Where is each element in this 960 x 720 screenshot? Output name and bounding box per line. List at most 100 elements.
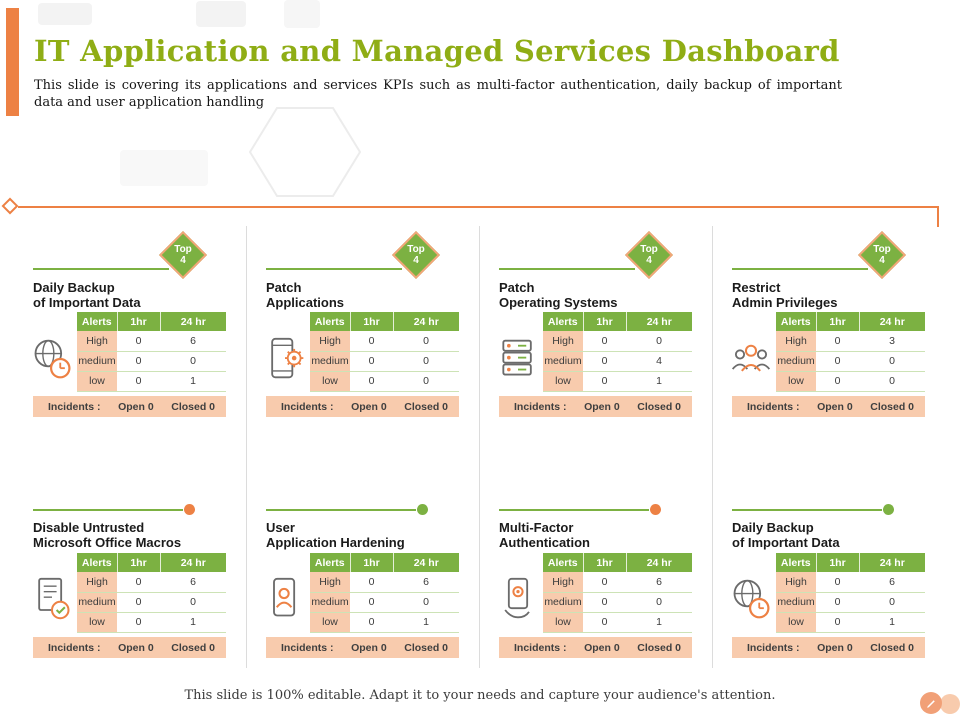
panel-title: Restrict Admin Privileges — [732, 280, 837, 310]
table-row: medium 0 0 — [543, 592, 692, 613]
kpi-value: 6 — [859, 572, 925, 593]
panel-accent-line — [33, 509, 183, 511]
watermark-shape — [120, 150, 208, 186]
table-header-row: Alerts 1hr 24 hr — [543, 312, 692, 331]
incidents-label: Incidents : — [48, 400, 101, 413]
panel-title-line1: Disable Untrusted — [33, 520, 145, 535]
kpi-value: 1 — [626, 371, 692, 392]
table-row: High 0 6 — [77, 331, 226, 352]
incidents-label: Incidents : — [747, 641, 800, 654]
table-header-row: Alerts 1hr 24 hr — [543, 553, 692, 572]
col-header-24hr: 24 hr — [159, 312, 226, 331]
kpi-value: 0 — [859, 371, 925, 392]
admin-group-icon — [729, 334, 773, 389]
connector-line-vertical — [937, 206, 939, 227]
col-header-1hr: 1hr — [349, 312, 393, 331]
incidents-closed: Closed 0 — [171, 641, 215, 654]
col-header-alerts: Alerts — [776, 553, 816, 572]
kpi-value: 0 — [350, 592, 393, 613]
kpi-value: 0 — [816, 331, 859, 352]
kpi-value: 0 — [816, 572, 859, 593]
kpi-value: 0 — [350, 371, 393, 392]
panel-restrict-admin-privileges: Top 4 Restrict Admin Privileges Alerts — [713, 226, 946, 465]
kpi-value: 0 — [816, 371, 859, 392]
edit-icon — [920, 692, 942, 714]
panel-disable-macros: Disable Untrusted Microsoft Office Macro… — [14, 465, 247, 668]
kpi-value: 6 — [160, 331, 226, 352]
incidents-bar: Incidents : Open 0 Closed 0 — [33, 637, 226, 658]
table-row: medium 0 0 — [77, 351, 226, 372]
incidents-closed: Closed 0 — [404, 641, 448, 654]
watermark-shape — [196, 1, 246, 27]
row-label: low — [776, 371, 816, 392]
table-row: low 0 1 — [776, 612, 925, 633]
row-label: High — [543, 572, 583, 593]
kpi-table: Alerts 1hr 24 hr High 0 0 medium 0 4 low… — [543, 312, 692, 392]
col-header-1hr: 1hr — [349, 553, 393, 572]
kpi-value: 0 — [816, 351, 859, 372]
slide-subtitle: This slide is covering its applications … — [34, 78, 842, 110]
kpi-value: 0 — [583, 592, 626, 613]
orange-dot-marker — [184, 504, 195, 515]
kpi-value: 0 — [393, 331, 459, 352]
top4-badge: Top 4 — [624, 230, 674, 280]
panel-daily-backup-2: Daily Backup of Important Data Alerts 1h… — [713, 465, 946, 668]
badge-top-label: Top — [174, 244, 192, 255]
table-row: medium 0 0 — [310, 592, 459, 613]
incidents-closed: Closed 0 — [171, 400, 215, 413]
table-header-row: Alerts 1hr 24 hr — [776, 312, 925, 331]
incidents-bar: Incidents : Open 0 Closed 0 — [499, 637, 692, 658]
panel-patch-operating-systems: Top 4 Patch Operating Systems — [480, 226, 713, 465]
kpi-value: 0 — [117, 592, 160, 613]
table-header-row: Alerts 1hr 24 hr — [310, 553, 459, 572]
row-label: medium — [543, 351, 583, 372]
table-row: medium 0 0 — [77, 592, 226, 613]
table-row: High 0 6 — [543, 572, 692, 593]
kpi-value: 0 — [393, 592, 459, 613]
incidents-open: Open 0 — [817, 641, 853, 654]
panel-title: Patch Operating Systems — [499, 280, 618, 310]
panel-title: Patch Applications — [266, 280, 344, 310]
watermark-hexagon — [248, 107, 362, 197]
col-header-1hr: 1hr — [116, 312, 160, 331]
kpi-table: Alerts 1hr 24 hr High 0 3 medium 0 0 low… — [776, 312, 925, 392]
kpi-value: 1 — [859, 612, 925, 633]
incidents-open: Open 0 — [351, 641, 387, 654]
incidents-label: Incidents : — [48, 641, 101, 654]
row-label: High — [310, 572, 350, 593]
kpi-value: 0 — [583, 572, 626, 593]
top4-badge: Top 4 — [158, 230, 208, 280]
panel-title-line1: Patch — [499, 280, 535, 295]
panel-patch-applications: Top 4 Patch Applications — [247, 226, 480, 465]
kpi-value: 0 — [350, 612, 393, 633]
incidents-open: Open 0 — [584, 400, 620, 413]
row-label: medium — [310, 592, 350, 613]
col-header-alerts: Alerts — [310, 553, 350, 572]
col-header-alerts: Alerts — [310, 312, 350, 331]
row-label: medium — [776, 592, 816, 613]
panel-title: User Application Hardening — [266, 520, 405, 550]
kpi-value: 0 — [816, 592, 859, 613]
incidents-bar: Incidents : Open 0 Closed 0 — [266, 396, 459, 417]
row-label: High — [543, 331, 583, 352]
badge-top-label: Top — [873, 244, 891, 255]
kpi-value: 1 — [160, 612, 226, 633]
col-header-alerts: Alerts — [543, 553, 583, 572]
panel-title-line2: of Important Data — [33, 295, 141, 310]
table-header-row: Alerts 1hr 24 hr — [310, 312, 459, 331]
panel-accent-line — [732, 268, 868, 270]
incidents-bar: Incidents : Open 0 Closed 0 — [732, 396, 925, 417]
kpi-table: Alerts 1hr 24 hr High 0 6 medium 0 0 low… — [77, 312, 226, 392]
panel-accent-line — [499, 509, 649, 511]
row-label: medium — [543, 592, 583, 613]
globe-clock-icon — [729, 575, 773, 628]
kpi-value: 0 — [859, 351, 925, 372]
panel-title: Disable Untrusted Microsoft Office Macro… — [33, 520, 181, 550]
table-header-row: Alerts 1hr 24 hr — [776, 553, 925, 572]
row-label: medium — [77, 351, 117, 372]
kpi-value: 0 — [117, 612, 160, 633]
incidents-closed: Closed 0 — [870, 400, 914, 413]
document-macro-icon — [30, 575, 74, 628]
table-row: low 0 0 — [776, 371, 925, 392]
badge-top-label: Top — [640, 244, 658, 255]
